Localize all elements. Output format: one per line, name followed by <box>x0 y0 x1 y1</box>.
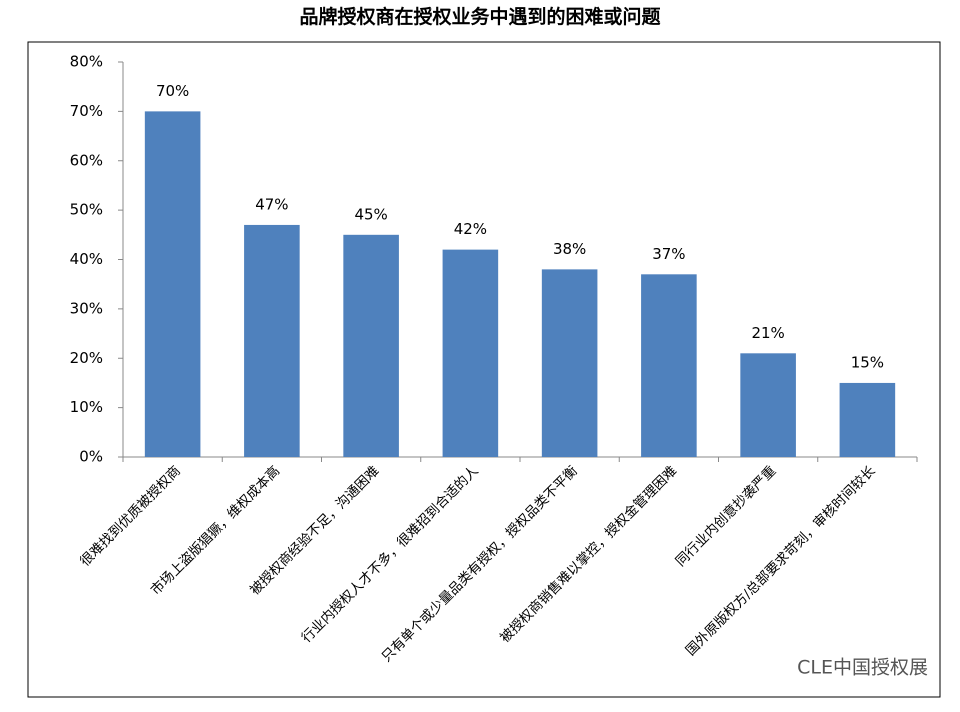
bar <box>144 111 201 457</box>
value-label: 47% <box>255 195 288 213</box>
value-label: 42% <box>454 220 487 238</box>
x-tick-label: 国外原版权方/总部要求苛刻，审核时间较长 <box>682 462 879 659</box>
y-tick-label: 60% <box>70 151 103 169</box>
y-tick-label: 0% <box>79 448 103 466</box>
x-tick-label: 被授权商销售难以掌控，授权金管理困难 <box>496 462 680 646</box>
x-tick-label: 同行业内创意抄袭严重 <box>672 462 779 569</box>
bar <box>839 382 896 457</box>
value-label: 15% <box>851 353 884 371</box>
bar <box>641 274 697 457</box>
x-tick-label: 很难找到优质被授权商 <box>76 462 183 569</box>
bar <box>244 224 300 457</box>
bar <box>442 249 499 457</box>
chart-title: 品牌授权商在授权业务中遇到的困难或问题 <box>299 5 660 28</box>
value-label: 70% <box>156 82 189 100</box>
y-tick-label: 30% <box>70 299 103 317</box>
value-label: 37% <box>652 245 685 263</box>
value-label: 38% <box>553 240 586 258</box>
bar <box>541 269 598 457</box>
chart-border <box>27 41 941 698</box>
bar <box>343 234 399 457</box>
bar <box>740 353 796 457</box>
y-tick-label: 80% <box>70 53 103 71</box>
y-tick-label: 10% <box>70 398 103 416</box>
x-tick-label: 只有单个或少量品类有授权，授权品类不平衡 <box>378 462 581 665</box>
value-label: 21% <box>751 324 784 342</box>
x-tick-label: 行业内授权人才不多，很难招到合适的人 <box>298 462 482 646</box>
y-tick-label: 40% <box>70 250 103 268</box>
y-tick-label: 70% <box>70 102 103 120</box>
value-label: 45% <box>354 205 387 223</box>
watermark: CLE中国授权展 <box>797 657 928 679</box>
y-tick-label: 20% <box>70 349 103 367</box>
y-tick-label: 50% <box>70 201 103 219</box>
